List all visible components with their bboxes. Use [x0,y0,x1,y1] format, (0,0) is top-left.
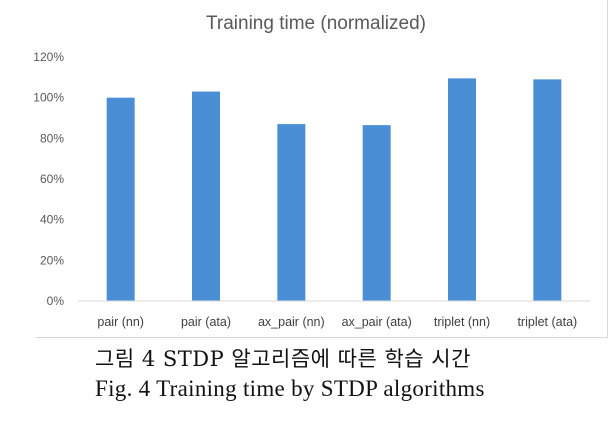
x-category-label: pair (ata) [181,315,231,329]
y-tick-label: 20% [40,253,64,267]
x-category-label: ax_pair (ata) [342,315,412,329]
bar-5 [533,79,562,301]
y-tick-label: 60% [40,172,64,186]
x-axis: pair (nn) pair (ata) ax_pair (nn) ax_pair (… [97,315,577,329]
y-tick-label: 100% [33,91,64,105]
y-tick-label: 80% [40,131,64,145]
bar-4 [448,78,476,301]
bar-0 [106,97,135,302]
bar-chart: Training time (normalized) 0% 20% 40% 60% 80… [33,13,590,329]
x-category-label: ax_pair (nn) [258,315,325,329]
bars [106,78,562,302]
x-category-label: triplet (ata) [517,315,577,329]
y-axis: 0% 20% 40% 60% 80% 100% 120% [33,50,64,308]
figure-caption-english: Fig. 4 Training time by STDP algorithms [95,376,485,401]
y-tick-label: 0% [47,294,65,308]
figure-caption-korean: 그림 4 STDP 알고리즘에 따른 학습 시간 [95,347,471,371]
y-tick-label: 40% [40,213,64,227]
bar-3 [362,125,391,301]
x-category-label: pair (nn) [97,315,144,329]
x-category-label: triplet (nn) [434,315,490,329]
chart-title: Training time (normalized) [206,13,426,34]
bar-2 [277,124,306,301]
bar-1 [192,91,220,301]
y-tick-label: 120% [33,50,64,64]
